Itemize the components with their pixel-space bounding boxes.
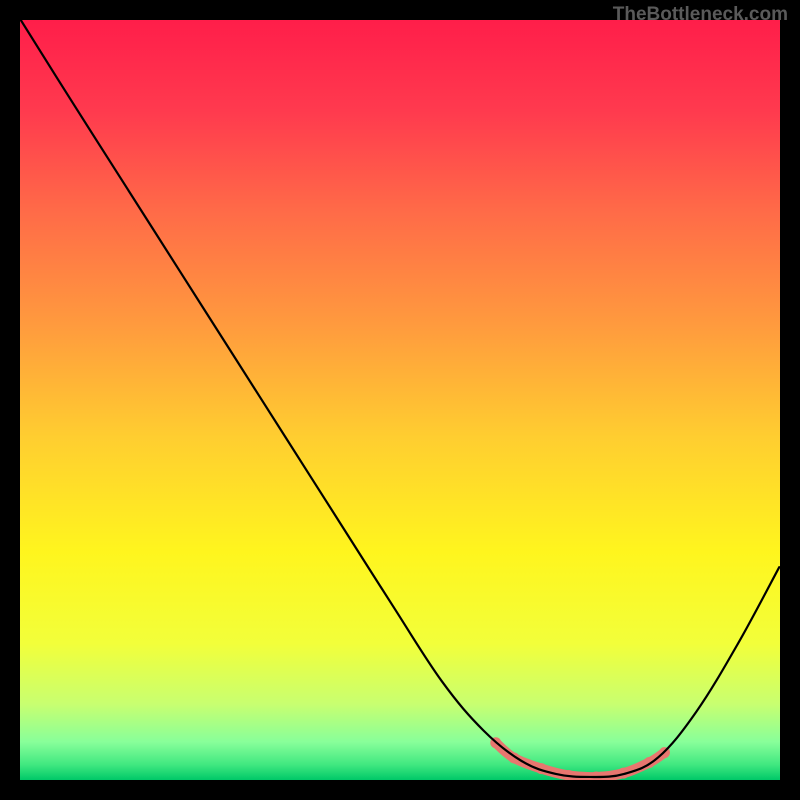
- watermark-text: TheBottleneck.com: [613, 4, 788, 26]
- bottleneck-chart: [20, 20, 780, 780]
- gradient-background: [20, 20, 780, 780]
